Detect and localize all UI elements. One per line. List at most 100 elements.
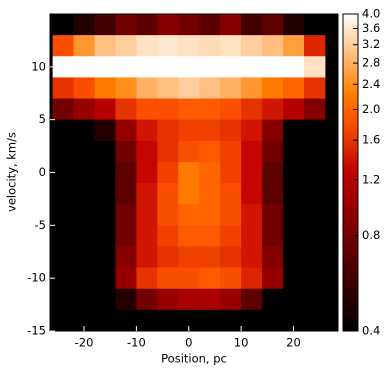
colorbar-tick-label: 2.8 <box>362 56 380 70</box>
heat-cell <box>115 14 137 36</box>
heat-cell <box>73 119 96 142</box>
heat-cell <box>52 309 75 331</box>
heat-cell <box>157 183 179 205</box>
heat-cell <box>283 98 305 121</box>
heat-cell <box>220 246 242 269</box>
heat-cell <box>199 183 221 205</box>
heat-cell <box>157 140 179 163</box>
heat-cell <box>283 246 305 269</box>
heat-cell <box>73 288 96 311</box>
heat-cell <box>73 267 96 290</box>
colorbar-tick-label: 1.6 <box>362 133 380 147</box>
y-tick-label: 10 <box>31 59 46 73</box>
heat-cell <box>115 119 137 142</box>
heat-cell <box>52 204 75 226</box>
heat-cell <box>241 309 263 331</box>
heat-cell <box>115 56 137 78</box>
heat-cell <box>283 140 305 163</box>
heat-cell <box>241 119 263 142</box>
x-tick-label: -20 <box>75 336 94 350</box>
heat-cell <box>283 35 305 57</box>
heat-cell <box>94 267 116 290</box>
heat-cell <box>94 77 116 100</box>
heat-cell <box>157 204 179 226</box>
heat-cell <box>220 309 242 331</box>
heat-cell <box>52 119 75 142</box>
heat-cell <box>262 288 284 311</box>
heat-cell <box>94 140 116 163</box>
heat-cell <box>136 288 158 311</box>
heat-cell <box>303 14 326 36</box>
heat-cell <box>241 98 263 121</box>
heat-cell <box>94 161 116 184</box>
heat-cell <box>199 77 221 100</box>
heat-cell <box>303 35 326 57</box>
heat-cell <box>73 56 96 78</box>
heat-cell <box>94 14 116 36</box>
heat-cell <box>220 183 242 205</box>
heat-cell <box>199 119 221 142</box>
x-tick-label: 10 <box>234 336 249 350</box>
heat-cell <box>199 246 221 269</box>
heat-cell <box>136 309 158 331</box>
colorbar-tick-label: 0.4 <box>362 324 380 338</box>
heat-cell <box>115 204 137 226</box>
heat-cell <box>94 309 116 331</box>
heat-cell <box>283 204 305 226</box>
heat-cell <box>178 77 200 100</box>
heat-cell <box>199 56 221 78</box>
heat-cell <box>157 14 179 36</box>
x-tick-label: 0 <box>185 336 192 350</box>
heat-cell <box>303 77 326 100</box>
heat-cell <box>262 98 284 121</box>
heat-cell <box>73 246 96 269</box>
heat-cell <box>73 161 96 184</box>
colorbar-tick-label: 4.0 <box>362 7 380 21</box>
heat-cell <box>115 77 137 100</box>
colorbar-tick-label: 1.2 <box>362 172 380 186</box>
heat-cell <box>199 267 221 290</box>
heat-cell <box>262 183 284 205</box>
heat-cell <box>178 119 200 142</box>
heat-cell <box>262 14 284 36</box>
heat-cell <box>199 14 221 36</box>
heat-cell <box>115 246 137 269</box>
heat-cell <box>178 140 200 163</box>
heat-cell <box>199 35 221 57</box>
heat-cell <box>303 56 326 78</box>
heat-cell <box>220 98 242 121</box>
heat-cell <box>303 246 326 269</box>
heat-cell <box>73 98 96 121</box>
heat-cell <box>199 161 221 184</box>
heat-cell <box>241 246 263 269</box>
heat-cell <box>220 14 242 36</box>
heat-cell <box>262 204 284 226</box>
heat-cell <box>52 225 75 247</box>
heat-cell <box>94 98 116 121</box>
heat-cell <box>136 246 158 269</box>
heat-cell <box>115 35 137 57</box>
heat-cell <box>241 225 263 247</box>
heat-cell <box>94 56 116 78</box>
heat-cell <box>73 14 96 36</box>
heat-cell <box>52 183 75 205</box>
heat-cell <box>241 161 263 184</box>
heat-cell <box>220 119 242 142</box>
y-tick-label: -5 <box>35 218 46 232</box>
heat-cell <box>52 267 75 290</box>
y-tick-label: -15 <box>27 324 46 338</box>
heat-cell <box>52 246 75 269</box>
heat-cell <box>283 119 305 142</box>
heat-cell <box>136 119 158 142</box>
heat-cell <box>73 204 96 226</box>
heat-cell <box>52 288 75 311</box>
heat-cell <box>136 56 158 78</box>
heat-cell <box>283 225 305 247</box>
heat-cell <box>199 309 221 331</box>
heat-cell <box>52 77 75 100</box>
heat-cell <box>303 183 326 205</box>
heat-cell <box>157 77 179 100</box>
heat-cell <box>283 288 305 311</box>
heat-cell <box>241 77 263 100</box>
heat-cell <box>178 56 200 78</box>
